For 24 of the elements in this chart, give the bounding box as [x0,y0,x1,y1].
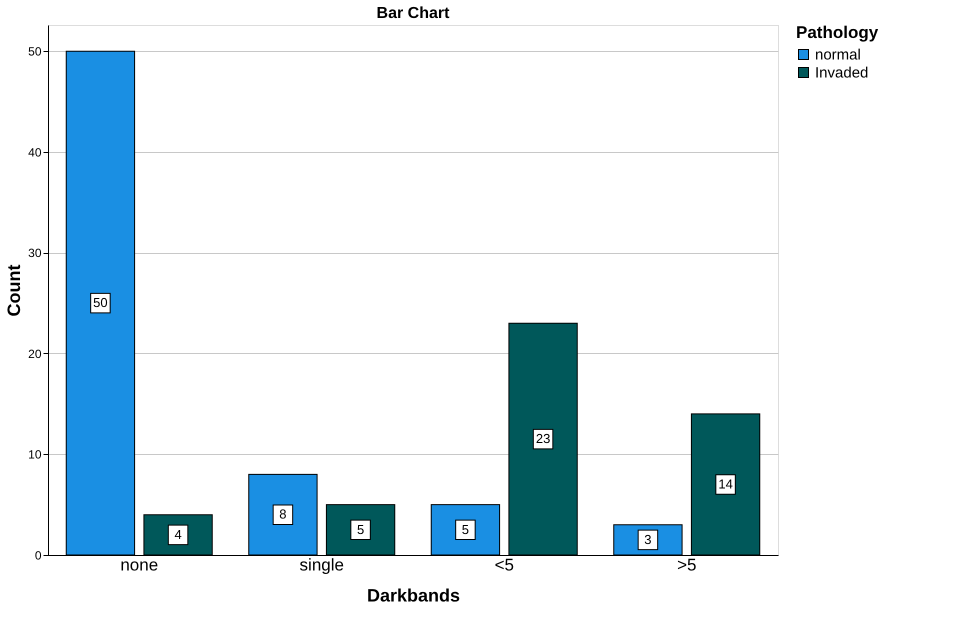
data-label: 14 [718,476,733,492]
data-label: 23 [536,431,550,446]
x-tick-label: >5 [677,556,696,574]
y-tick-label: 0 [34,548,42,562]
y-tick-label: 10 [28,448,42,462]
x-tick-label: single [300,556,344,574]
x-axis-title: Darkbands [366,586,460,606]
legend-label: Invaded [815,64,868,82]
y-tick-label: 40 [28,145,42,160]
chart-title: Bar Chart [376,5,450,22]
x-tick-label: none [120,556,158,574]
y-axis-title: Count [4,264,24,316]
y-tick-label: 50 [28,44,42,59]
data-label: 3 [644,532,652,547]
data-label: 5 [462,522,470,537]
legend-label: normal [815,46,861,64]
data-label: 8 [279,506,287,522]
data-label: 50 [93,295,108,310]
x-tick-label: <5 [494,556,514,574]
data-label: 5 [356,522,364,537]
y-tick-label: 20 [28,346,42,361]
y-tick-label: 30 [28,246,42,260]
data-label: 4 [174,526,182,542]
legend-title: Pathology [796,23,879,42]
